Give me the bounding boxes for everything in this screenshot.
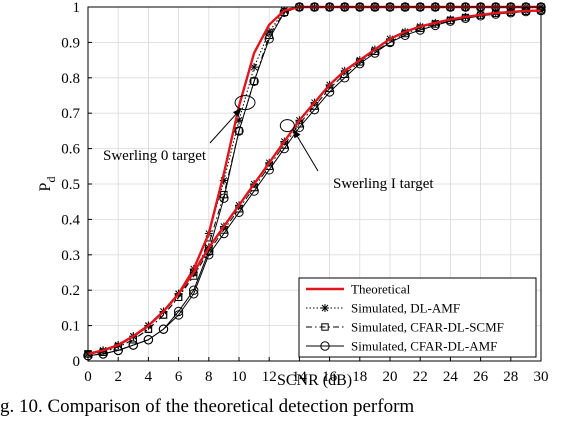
y-tick-label: 0.2 — [61, 283, 80, 299]
data-point-circle — [189, 289, 199, 299]
data-point-star — [250, 63, 259, 72]
data-point-star — [219, 176, 228, 185]
data-point-circle — [219, 193, 229, 203]
y-tick-label: 0.9 — [61, 35, 80, 51]
x-tick-label: 20 — [383, 369, 398, 385]
x-tick-label: 16 — [322, 369, 338, 385]
y-tick-label: 0.7 — [61, 106, 80, 122]
y-tick-label: 0.6 — [61, 142, 80, 158]
legend-box — [298, 277, 537, 358]
x-tick-label: 26 — [473, 369, 489, 385]
data-point-square — [250, 77, 258, 86]
y-tick-label: 1 — [73, 0, 81, 16]
axis-ticks: 0 2 4 6 8 10 12 14 16 18 20 22 24 26 28 3000.10.20.30.4… — [61, 0, 548, 385]
legend-entry-label: Simulated, CFAR-DL-SCMF — [351, 320, 504, 335]
y-tick-label: 0.1 — [61, 319, 80, 335]
y-tick-label: 0 — [73, 354, 81, 370]
y-axis-label: Pd — [37, 177, 58, 192]
detection-probability-chart: 0 2 4 6 8 10 12 14 16 18 20 22 24 26 28 3000.10.20.30.4… — [37, 0, 549, 389]
annotation-label-swerling-1: Swerling I target — [333, 176, 434, 192]
legend: Theoretical Simulated, DL-AMF Simulated, C… — [298, 277, 537, 358]
x-tick-label: 12 — [262, 369, 277, 385]
x-tick-label: 8 — [205, 369, 213, 385]
y-tick-label: 0.4 — [61, 212, 80, 228]
series-line — [87, 9, 542, 356]
data-point-star — [265, 27, 274, 36]
series-group-swerling-1 — [83, 5, 546, 361]
x-tick-label: 0 — [84, 369, 92, 385]
data-point-square — [235, 127, 243, 135]
annotations: Swerling 0 target Swerling I target — [103, 95, 434, 192]
legend-entry-label: Simulated, DL-AMF — [351, 301, 460, 316]
y-tick-label: 0.3 — [61, 248, 80, 264]
x-tick-label: 22 — [413, 369, 428, 385]
x-tick-label: 30 — [534, 369, 549, 385]
plot-frame — [87, 6, 542, 362]
x-tick-label: 10 — [232, 369, 247, 385]
data-point-square — [220, 190, 228, 199]
annotation-ellipse — [279, 119, 295, 133]
data-point-circle — [128, 340, 139, 350]
data-point-square — [321, 323, 329, 331]
x-tick-label: 28 — [503, 369, 518, 385]
data-point-circle — [234, 126, 244, 136]
annotation-arrow — [209, 107, 242, 144]
x-tick-label: 6 — [175, 369, 183, 385]
annotation-arrow — [292, 128, 319, 172]
x-tick-label: 18 — [352, 369, 367, 385]
data-point-circle — [173, 310, 184, 320]
data-point-star — [235, 116, 243, 125]
figure-caption: g. 10. Comparison of the theoretical det… — [0, 396, 415, 417]
data-point-circle — [158, 324, 169, 334]
annotation-ellipse — [234, 95, 256, 111]
y-tick-label: 0.8 — [61, 71, 80, 87]
x-tick-label: 24 — [443, 369, 459, 385]
data-point-circle — [143, 335, 154, 345]
legend-entry-label: Theoretical — [351, 282, 411, 297]
y-tick-label: 0.5 — [61, 177, 80, 193]
x-tick-label: 4 — [145, 369, 153, 385]
x-axis-label: SCNR (dB) — [277, 372, 352, 389]
x-tick-label: 2 — [114, 369, 122, 385]
legend-entry-label: Simulated, CFAR-DL-AMF — [351, 339, 497, 354]
data-point-circle — [320, 341, 330, 351]
y-axis-label-subscript: d — [44, 177, 58, 183]
annotation-label-swerling-0: Swerling 0 target — [103, 148, 207, 164]
x-tick-label: 14 — [292, 369, 308, 385]
data-point-star — [321, 304, 329, 312]
